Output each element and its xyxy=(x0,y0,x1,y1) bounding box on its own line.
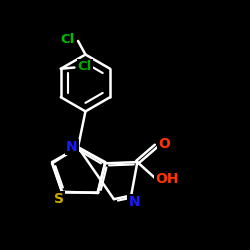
Text: Cl: Cl xyxy=(78,60,92,73)
Text: N: N xyxy=(66,140,78,154)
Text: Cl: Cl xyxy=(60,33,75,46)
Text: N: N xyxy=(128,196,140,209)
Text: S: S xyxy=(54,192,64,206)
Text: O: O xyxy=(158,136,170,150)
Text: OH: OH xyxy=(155,172,179,186)
